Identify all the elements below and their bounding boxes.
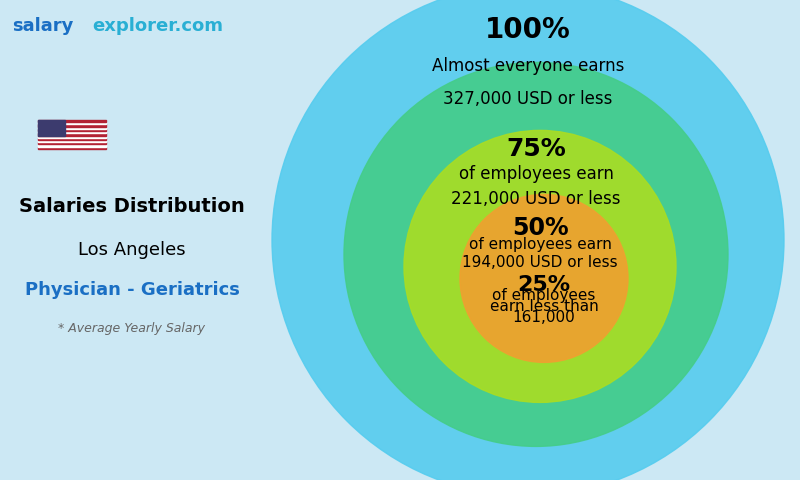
FancyBboxPatch shape <box>38 124 106 127</box>
Text: 327,000 USD or less: 327,000 USD or less <box>443 90 613 108</box>
FancyBboxPatch shape <box>38 140 106 142</box>
Text: of employees: of employees <box>492 288 596 303</box>
Text: explorer.com: explorer.com <box>92 17 223 35</box>
FancyBboxPatch shape <box>38 131 106 133</box>
Text: * Average Yearly Salary: * Average Yearly Salary <box>58 322 206 336</box>
Text: 50%: 50% <box>512 216 568 240</box>
Ellipse shape <box>460 194 628 362</box>
Text: 221,000 USD or less: 221,000 USD or less <box>451 190 621 208</box>
FancyBboxPatch shape <box>38 138 106 140</box>
FancyBboxPatch shape <box>38 135 106 138</box>
Text: 100%: 100% <box>485 16 571 44</box>
FancyBboxPatch shape <box>38 127 106 129</box>
Text: 194,000 USD or less: 194,000 USD or less <box>462 255 618 270</box>
FancyBboxPatch shape <box>38 133 106 135</box>
FancyBboxPatch shape <box>38 129 106 131</box>
Text: Physician - Geriatrics: Physician - Geriatrics <box>25 281 239 300</box>
Ellipse shape <box>272 0 784 480</box>
Ellipse shape <box>344 62 728 446</box>
Text: of employees earn: of employees earn <box>458 165 614 183</box>
FancyBboxPatch shape <box>38 144 106 146</box>
Text: salary: salary <box>12 17 74 35</box>
Text: of employees earn: of employees earn <box>469 237 611 252</box>
Text: Almost everyone earns: Almost everyone earns <box>432 57 624 75</box>
FancyBboxPatch shape <box>38 120 65 135</box>
Text: earn less than: earn less than <box>490 299 598 313</box>
Text: Salaries Distribution: Salaries Distribution <box>19 197 245 216</box>
Ellipse shape <box>404 131 676 402</box>
Text: 25%: 25% <box>518 275 570 295</box>
FancyBboxPatch shape <box>38 120 106 122</box>
Text: 161,000: 161,000 <box>513 310 575 324</box>
FancyBboxPatch shape <box>38 142 106 144</box>
FancyBboxPatch shape <box>38 122 106 124</box>
FancyBboxPatch shape <box>38 146 106 149</box>
Text: 75%: 75% <box>506 137 566 161</box>
Text: Los Angeles: Los Angeles <box>78 240 186 259</box>
